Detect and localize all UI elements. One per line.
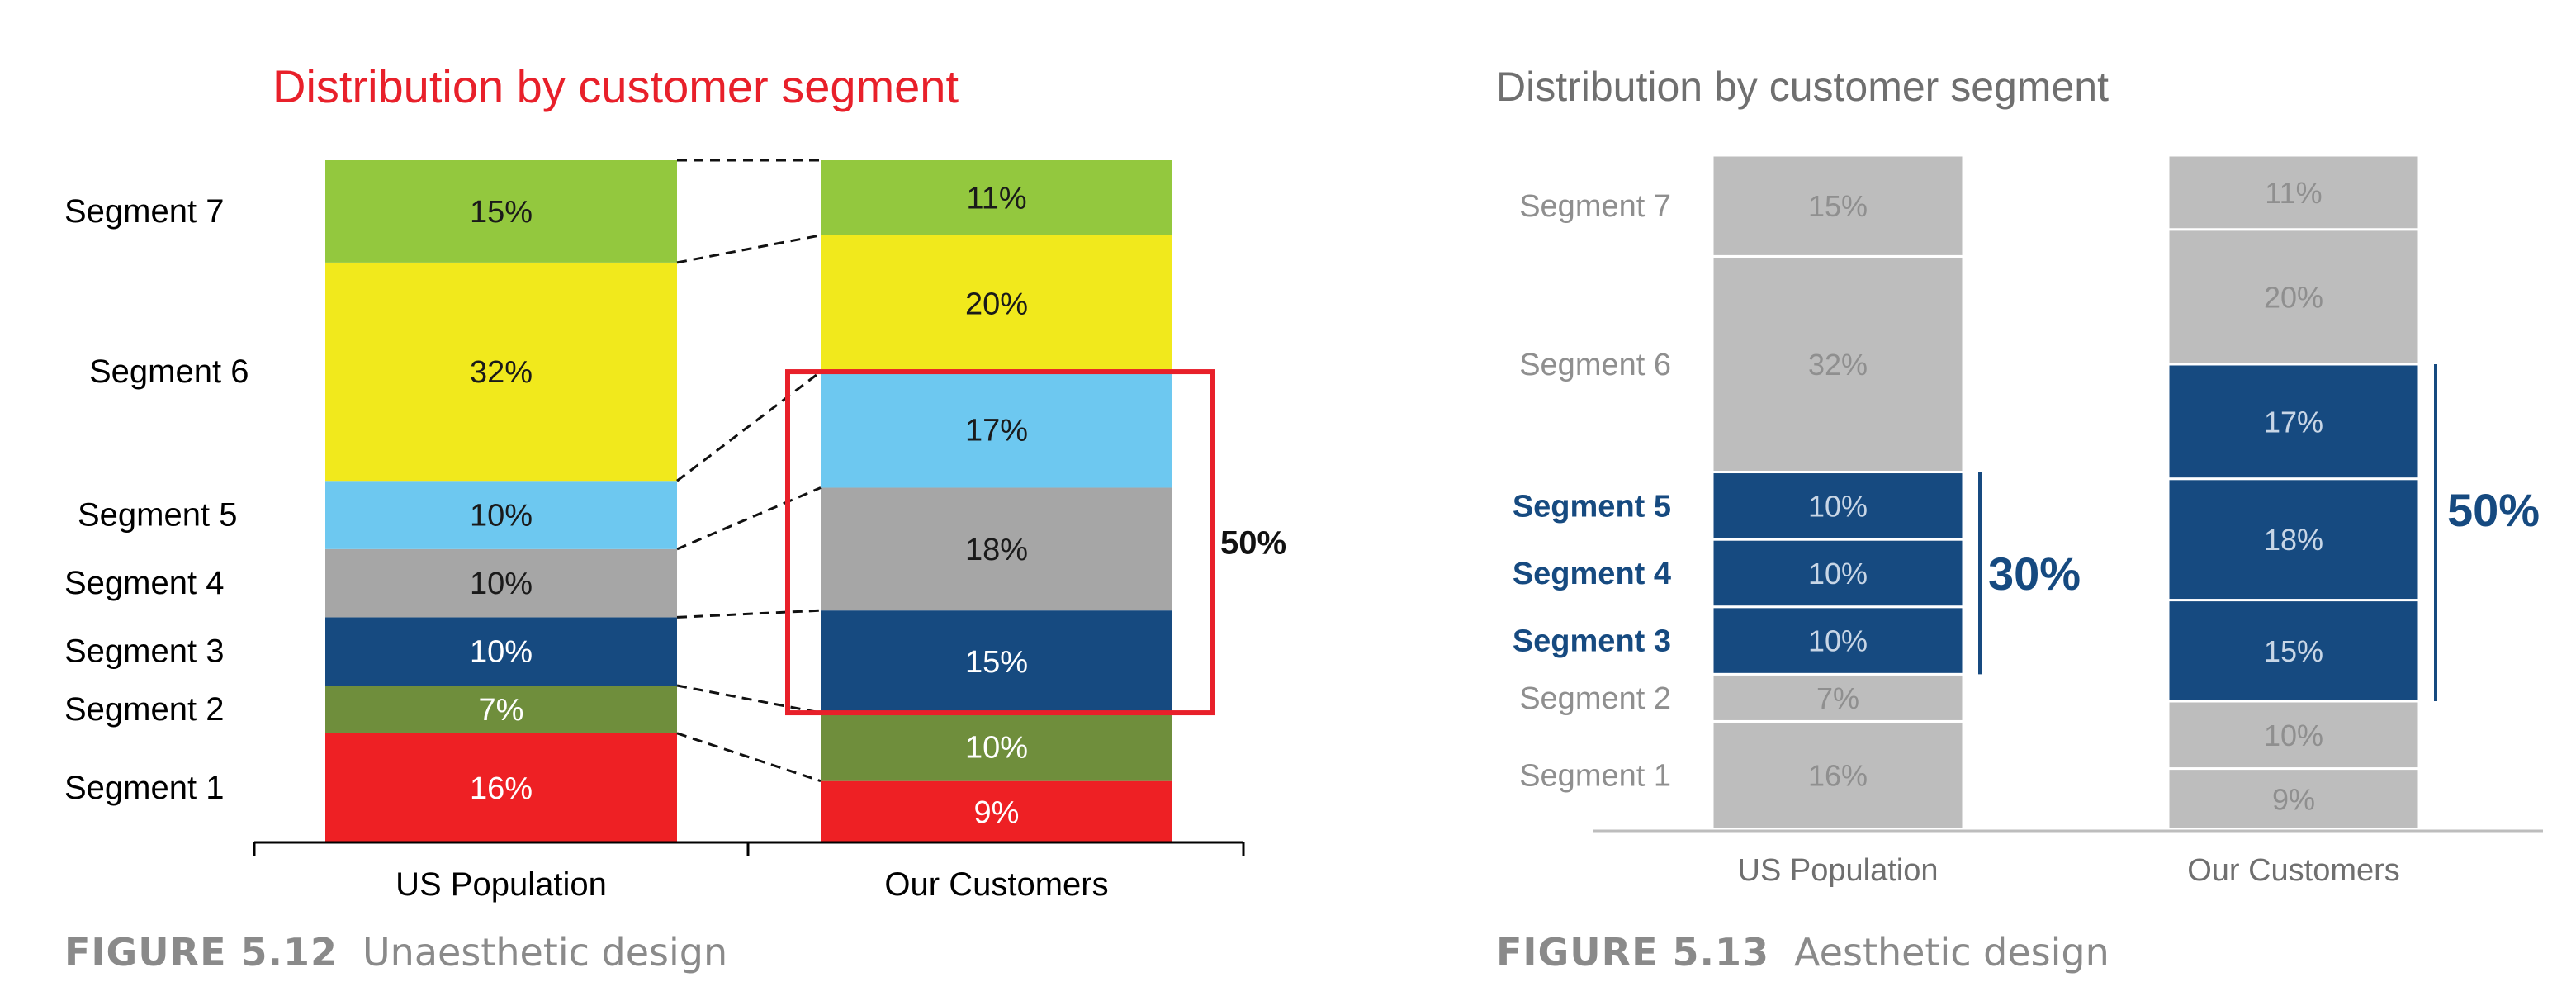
highlight-box <box>785 369 1215 716</box>
bar-segment-6-us-population <box>1711 254 1965 474</box>
data-label: 15% <box>965 645 1028 680</box>
bar-segment-5-our-customers <box>821 372 1172 488</box>
segment-label: Segment 1 <box>1519 759 1671 794</box>
bar-segment-5-us-population <box>325 481 677 549</box>
bar-segment-7-our-customers <box>2166 154 2421 231</box>
connector-line <box>676 234 822 264</box>
data-label: 10% <box>470 567 533 601</box>
data-label: 10% <box>1808 557 1868 591</box>
bar-segment-6-our-customers <box>821 235 1172 372</box>
bar-segment-7-us-population <box>325 160 677 263</box>
bar-segment-4-our-customers <box>821 487 1172 611</box>
segment-label: Segment 2 <box>1519 681 1671 716</box>
x-tick-label: US Population <box>1738 853 1939 888</box>
bar-segment-1-our-customers <box>2166 767 2421 831</box>
data-label: 15% <box>470 195 533 230</box>
segment-label: Segment 7 <box>1519 189 1671 224</box>
data-label: 11% <box>2265 176 2322 210</box>
bar-segment-2-us-population <box>325 686 677 733</box>
data-label: 32% <box>470 355 533 390</box>
segment-label: Segment 5 <box>1513 489 1671 524</box>
bar-segment-4-us-population <box>325 548 677 618</box>
x-tick-label: US Population <box>395 866 607 903</box>
data-label: 32% <box>1808 348 1868 382</box>
data-label: 7% <box>479 693 524 728</box>
connector-line <box>676 684 822 714</box>
connector-line <box>676 370 822 482</box>
segment-label: Segment 2 <box>64 691 224 728</box>
x-tick-label: Our Customers <box>884 866 1108 903</box>
bar-segment-7-our-customers <box>821 160 1172 235</box>
aesthetic-stacked-chart: 16% 9% Segment 1 7% 10% Segment 2 10% 15% Segmen… <box>1513 154 2543 888</box>
bar-segment-6-our-customers <box>2166 228 2421 366</box>
data-label: 15% <box>1808 189 1868 223</box>
bar-segment-6-us-population <box>325 262 677 482</box>
x-tick-label: Our Customers <box>2187 853 2400 888</box>
segment-label: Segment 1 <box>64 770 224 806</box>
segment-label: Segment 3 <box>1513 624 1671 659</box>
bar-segment-1-our-customers <box>821 780 1172 842</box>
connector-line <box>676 486 822 551</box>
bar-segment-3-our-customers <box>2166 599 2421 703</box>
data-label: 9% <box>2272 782 2315 816</box>
figure-caption: FIGURE 5.13 Aesthetic design <box>1496 930 2110 975</box>
segment-label: Segment 4 <box>64 565 224 601</box>
segment-label: Segment 4 <box>1513 557 1671 591</box>
data-label: 10% <box>470 499 533 534</box>
data-label: 10% <box>1808 624 1868 658</box>
data-label: 7% <box>1816 681 1859 715</box>
data-label: 17% <box>965 413 1028 448</box>
figure-number: FIGURE 5.12 <box>64 930 339 975</box>
data-label: 20% <box>2264 280 2323 314</box>
highlight-total-label: 50% <box>1220 525 1286 562</box>
segment-label: Segment 7 <box>64 193 224 230</box>
segment-label: Segment 5 <box>78 497 237 534</box>
data-label: 10% <box>965 730 1028 765</box>
figure-number: FIGURE 5.13 <box>1496 930 1770 975</box>
data-label: 11% <box>966 181 1026 216</box>
bar-segment-5-our-customers <box>2166 363 2421 481</box>
bar-segment-7-us-population <box>1711 154 1965 258</box>
figure-caption: FIGURE 5.12 Unaesthetic design <box>64 930 727 975</box>
data-label: 18% <box>2264 523 2323 557</box>
bar-segment-2-us-population <box>1711 672 1965 723</box>
segment-label: Segment 3 <box>64 633 224 670</box>
figure-5-13-panel: Distribution by customer segment 16% 9% Se… <box>1321 0 2576 1001</box>
highlight-total-label: 30% <box>1988 548 2081 600</box>
bar-segment-2-our-customers <box>821 713 1172 781</box>
figure-caption-text: Aesthetic design <box>1794 930 2110 975</box>
chart-title: Distribution by customer segment <box>1496 64 2109 110</box>
data-label: 9% <box>974 795 1020 830</box>
figure-5-12-panel: Distribution by customer segment 16% 9% Se… <box>64 60 1286 975</box>
figure-caption-text: Unaesthetic design <box>362 930 728 975</box>
data-label: 17% <box>2264 405 2323 439</box>
data-label: 10% <box>470 635 533 670</box>
connector-line <box>676 732 822 783</box>
unaesthetic-stacked-chart: 16% 9% Segment 1 7% 10% Segment 2 10% 15% Segmen… <box>64 159 1286 903</box>
bar-segment-1-us-population <box>325 733 677 842</box>
bar-segment-1-us-population <box>1711 719 1965 831</box>
highlight-total-label: 50% <box>2447 484 2540 536</box>
segment-label: Segment 6 <box>89 353 249 390</box>
connector-line <box>676 609 822 619</box>
data-label: 10% <box>1808 489 1868 523</box>
bar-segment-3-us-population <box>1711 605 1965 676</box>
chart-title: Distribution by customer segment <box>272 60 959 112</box>
bar-segment-3-us-population <box>325 617 677 686</box>
bar-segment-3-our-customers <box>821 610 1172 714</box>
bar-segment-5-us-population <box>1711 471 1965 541</box>
data-label: 20% <box>965 287 1028 321</box>
bar-segment-4-our-customers <box>2166 477 2421 602</box>
data-label: 15% <box>2264 634 2323 668</box>
data-label: 16% <box>470 771 533 806</box>
data-label: 18% <box>965 533 1028 567</box>
segment-label: Segment 6 <box>1519 348 1671 382</box>
data-label: 16% <box>1808 759 1868 793</box>
data-label: 10% <box>2264 719 2323 752</box>
